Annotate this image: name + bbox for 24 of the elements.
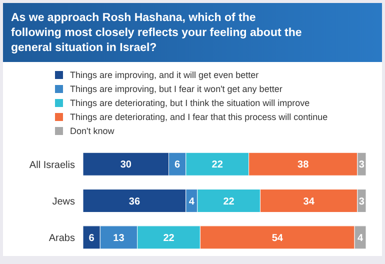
y-tick-label: Jews	[52, 196, 75, 208]
data-label: 6	[88, 232, 95, 244]
data-label: 6	[174, 160, 181, 171]
data-label: 4	[358, 232, 364, 244]
data-label: 38	[298, 160, 310, 171]
data-label: 22	[212, 160, 224, 171]
legend-label: Things are improving, but I fear it won't get any better	[70, 84, 282, 94]
chart-title: As we approach Rosh Hashana, which of the following most closely reflects your feeling about the general situation in Israel?	[3, 3, 382, 62]
data-label: 3	[358, 160, 365, 171]
data-label: 22	[163, 232, 175, 244]
y-tick-label: Arabs	[48, 233, 75, 244]
data-label: 22	[223, 196, 235, 208]
data-label: 36	[128, 196, 140, 208]
data-label: 54	[272, 232, 284, 244]
data-label: 34	[303, 196, 315, 208]
legend-label: Don't know	[70, 126, 114, 136]
data-label: 30	[120, 160, 132, 171]
data-label: 3	[358, 196, 365, 208]
legend-label: Things are deteriorating, but I think the situation will improve	[70, 98, 310, 108]
data-label: 13	[113, 232, 125, 244]
y-tick-label: All Israelis	[29, 160, 75, 171]
legend-label: Things are deteriorating, and I fear that this process will continue	[70, 112, 328, 122]
data-label: 4	[188, 196, 195, 208]
legend-label: Things are improving, and it will get even better	[70, 70, 259, 80]
